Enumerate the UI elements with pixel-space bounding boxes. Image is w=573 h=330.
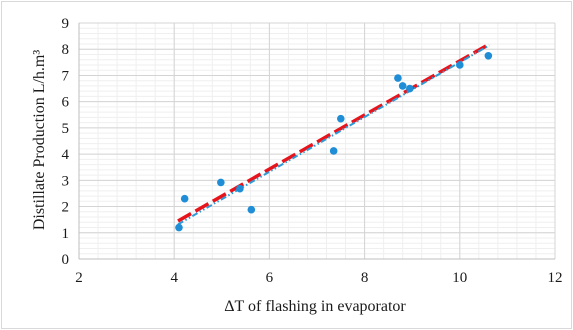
y-tick-label: 1 <box>62 226 70 242</box>
y-tick-label: 4 <box>62 147 70 163</box>
y-tick-label: 3 <box>62 173 70 189</box>
x-axis-title: ΔT of flashing in evaporator <box>224 298 406 315</box>
data-point <box>236 184 244 193</box>
y-tick-label: 5 <box>62 121 70 137</box>
axes <box>78 23 555 260</box>
x-tick-label: 6 <box>266 270 274 286</box>
data-point <box>398 82 407 90</box>
x-tick-label: 2 <box>75 270 83 286</box>
y-tick-labels: 0 1 2 3 4 5 6 7 8 9 <box>62 16 70 268</box>
x-tick-label: 4 <box>170 270 178 286</box>
x-tick-label: 10 <box>452 270 467 286</box>
trendlines <box>177 44 490 226</box>
data-point <box>456 61 464 69</box>
y-tick-label: 2 <box>62 200 70 216</box>
data-point <box>175 223 183 232</box>
data-point <box>180 194 189 203</box>
x-tick-labels: 2 4 6 8 10 12 <box>75 270 562 286</box>
data-point <box>484 51 493 60</box>
trendline <box>177 44 490 226</box>
data-point <box>406 84 414 93</box>
x-tick-label: 12 <box>548 270 563 286</box>
data-points <box>175 51 493 232</box>
data-point <box>247 205 256 214</box>
x-tick-label: 8 <box>361 270 369 286</box>
data-point <box>329 147 338 155</box>
y-axis-title: Distillate Production L/h.m³ <box>31 50 48 231</box>
y-tick-label: 0 <box>62 252 70 268</box>
data-point <box>394 74 402 82</box>
y-tick-label: 7 <box>62 68 70 84</box>
y-tick-label: 6 <box>62 95 70 111</box>
data-point <box>217 178 225 187</box>
y-tick-label: 8 <box>62 42 70 58</box>
data-point <box>337 114 345 123</box>
y-tick-label: 9 <box>62 16 70 32</box>
